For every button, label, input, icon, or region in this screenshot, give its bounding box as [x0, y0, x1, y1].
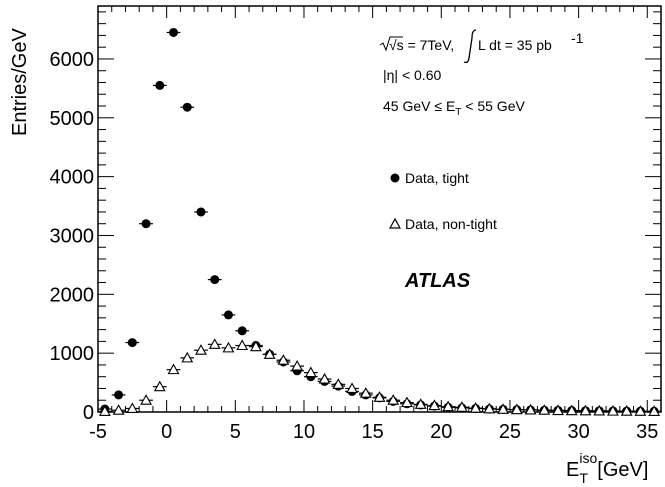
x-axis-title-sub: T [579, 470, 588, 486]
nontight-data-point [277, 354, 290, 365]
y-tick-label: 6000 [50, 49, 95, 71]
atlas-label: ATLAS [404, 270, 471, 292]
et-range-lhs: 45 GeV ≤ E [383, 98, 455, 114]
nontight-data-point [442, 400, 455, 412]
integral-symbol [463, 29, 477, 64]
nontight-data-point [181, 351, 194, 363]
nontight-data-point [236, 339, 249, 351]
tight-data-point [114, 390, 124, 400]
x-axis-title: ETiso[GeV] [566, 450, 648, 486]
legend: Data, tight Data, non-tight [388, 170, 497, 232]
nontight-data-point [126, 402, 139, 414]
nontight-data-point [249, 340, 262, 352]
y-tick-label: 0 [83, 402, 94, 424]
nontight-data-point [497, 403, 510, 414]
nontight-data-point [153, 380, 166, 392]
axis-tick-labels: -5 0 5 10 15 20 25 30 35010002000300040005000600… [50, 49, 659, 443]
et-range-sub: T [455, 107, 461, 118]
tight-data-point [223, 310, 233, 320]
nontight-data-point [387, 394, 400, 405]
et-range-rhs: < 55 GeV [461, 98, 525, 114]
tight-data-point [127, 338, 137, 348]
nontight-data-point [414, 398, 427, 409]
energy-lhs: √s = 7TeV, [389, 37, 454, 53]
x-tick-label: 20 [430, 421, 452, 443]
nontight-data-point [428, 399, 441, 411]
x-axis-title-main: E [566, 459, 579, 481]
tight-data-point [155, 80, 165, 90]
nontight-data-point [620, 405, 633, 416]
nontight-data-point [332, 378, 345, 389]
nontight-data-point [208, 338, 221, 349]
tight-data-point [182, 102, 192, 112]
energy-rhs: L dt = 35 pb [478, 37, 552, 53]
nontight-data-point [552, 404, 564, 416]
legend-label-nontight: Data, non-tight [405, 216, 497, 232]
nontight-data-point [304, 366, 317, 378]
plot-frame [97, 5, 662, 413]
x-tick-label: 30 [567, 421, 589, 443]
nontight-data-point [112, 404, 125, 415]
nontight-data-point [291, 359, 304, 371]
legend-marker-nontight [388, 217, 402, 229]
nontight-data-point [510, 403, 523, 415]
legend-label-tight: Data, tight [405, 170, 469, 186]
nontight-data-point [469, 402, 482, 413]
tight-data-point [237, 326, 247, 336]
nontight-data-point [373, 391, 386, 402]
x-axis-title-unit: [GeV] [597, 459, 648, 481]
tight-data-point [210, 275, 220, 285]
nontight-data-point [401, 396, 413, 408]
annotation-energy-line: √s = 7TeV, L dt = 35 pb -1 [379, 29, 584, 64]
nontight-data-point [607, 404, 619, 416]
nontight-data-point [346, 382, 358, 394]
nontight-data-point [263, 348, 276, 359]
x-tick-label: 10 [293, 421, 315, 443]
axis-ticks [97, 6, 662, 413]
annotation-eta: |η| < 0.60 [383, 67, 441, 83]
x-tick-label: 0 [161, 421, 172, 443]
nontight-data-point [222, 341, 235, 353]
nontight-data-point [455, 401, 468, 412]
energy-sup: -1 [571, 30, 584, 46]
x-axis-title-sup: iso [579, 450, 597, 466]
y-axis-title: Entries/GeV [9, 28, 31, 136]
x-tick-label: -5 [89, 421, 107, 443]
nontight-data-point [98, 405, 111, 416]
x-tick-label: 5 [230, 421, 241, 443]
y-tick-label: 2000 [50, 284, 95, 306]
nontight-data-point [483, 402, 496, 414]
tight-data-point [196, 207, 206, 217]
nontight-data-point [565, 404, 578, 416]
nontight-data-point [195, 344, 207, 355]
y-tick-label: 3000 [50, 225, 95, 247]
sqrt-symbol [379, 36, 403, 52]
nontight-data-point [140, 394, 152, 405]
nontight-data-point [634, 405, 647, 416]
x-tick-label: 25 [499, 421, 521, 443]
nontight-data-point [524, 403, 537, 415]
legend-marker-tight [390, 173, 400, 183]
data-points [98, 27, 661, 416]
nontight-data-point [538, 404, 551, 415]
x-tick-label: 15 [362, 421, 384, 443]
nontight-data-point [648, 405, 661, 416]
y-tick-label: 1000 [50, 343, 95, 365]
nontight-data-point [318, 372, 331, 384]
nontight-data-point [593, 404, 606, 416]
nontight-data-point [359, 387, 372, 398]
y-tick-label: 5000 [50, 108, 95, 130]
nontight-data-point [167, 363, 180, 375]
x-tick-label: 35 [636, 421, 658, 443]
annotation-et-range: 45 GeV ≤ ET < 55 GeV [383, 98, 525, 118]
tight-data-point [169, 27, 179, 37]
y-tick-label: 4000 [50, 167, 95, 189]
tight-data-point [141, 219, 151, 229]
nontight-data-point [579, 404, 592, 416]
